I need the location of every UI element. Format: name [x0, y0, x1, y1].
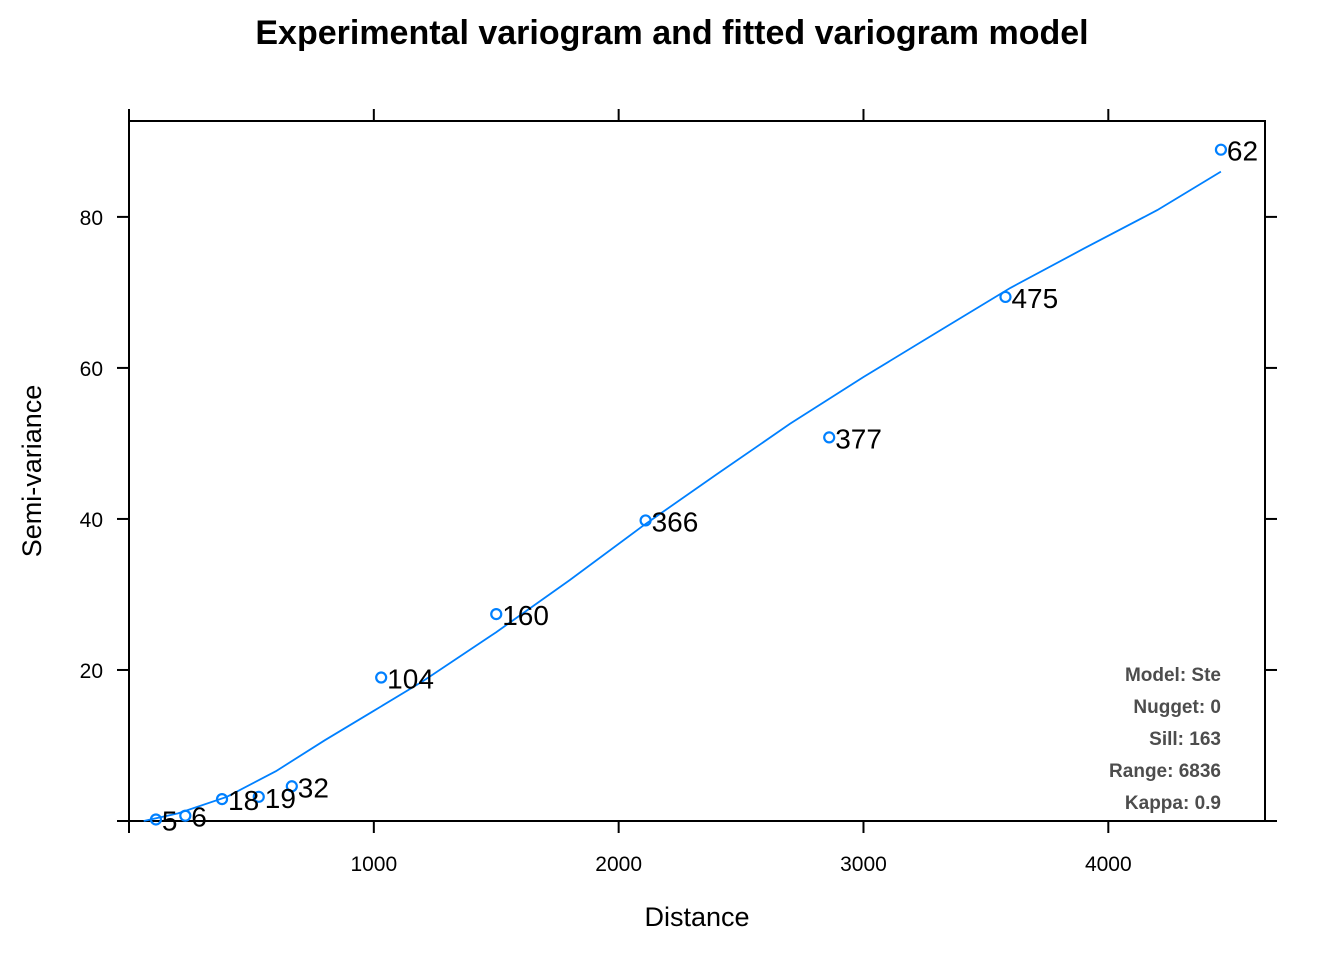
point-count-label: 19: [265, 783, 296, 814]
experimental-point: [639, 514, 652, 527]
experimental-point: [179, 809, 192, 822]
chart-title: Experimental variogram and fitted variog…: [255, 14, 1088, 52]
point-count-label: 366: [652, 506, 699, 537]
experimental-point: [1214, 143, 1228, 156]
info-nugget: Nugget: 0: [1133, 697, 1221, 718]
y-axis-title: Semi-variance: [17, 385, 47, 558]
point-count-label: 62: [1227, 136, 1258, 167]
experimental-point: [375, 671, 388, 684]
point-count-label: 32: [298, 772, 329, 803]
y-tick-label: 60: [80, 358, 103, 381]
point-count-label: 5: [162, 805, 178, 836]
axis-ticks: [117, 109, 1277, 833]
experimental-point: [149, 813, 163, 826]
experimental-point: [285, 780, 298, 793]
x-axis-title: Distance: [644, 902, 749, 932]
plot-frame: [128, 120, 1266, 822]
x-tick-label: 3000: [840, 853, 887, 876]
point-count-labels: 5 6 18 19 32 104 160 366 377 475 62: [162, 136, 1258, 837]
x-tick-label: 4000: [1085, 853, 1132, 876]
y-tick-label: 40: [80, 509, 103, 532]
experimental-point: [252, 790, 265, 803]
experimental-point: [215, 793, 229, 806]
experimental-point: [999, 290, 1012, 304]
point-count-label: 18: [228, 785, 259, 816]
point-count-label: 475: [1011, 283, 1058, 314]
info-kappa: Kappa: 0.9: [1125, 793, 1221, 814]
info-model: Model: Ste: [1125, 665, 1221, 686]
point-count-label: 6: [191, 802, 207, 833]
fitted-variogram-line: [143, 170, 1222, 822]
x-tick-label: 2000: [595, 853, 642, 876]
experimental-point: [490, 607, 503, 621]
y-tick-label: 80: [80, 207, 103, 230]
point-count-label: 160: [502, 600, 549, 631]
axis-tick-labels: 1000 2000 3000 4000 20 40 60 80: [80, 207, 1132, 876]
experimental-points: [149, 143, 1228, 826]
point-count-label: 104: [387, 664, 434, 695]
model-info: Model: Ste Nugget: 0 Sill: 163 Range: 68…: [1109, 665, 1221, 814]
info-range: Range: 6836: [1109, 761, 1221, 782]
point-count-label: 377: [835, 423, 882, 454]
experimental-point: [823, 431, 836, 444]
y-tick-label: 20: [80, 660, 103, 683]
x-tick-label: 1000: [350, 853, 397, 876]
info-sill: Sill: 163: [1149, 729, 1221, 750]
